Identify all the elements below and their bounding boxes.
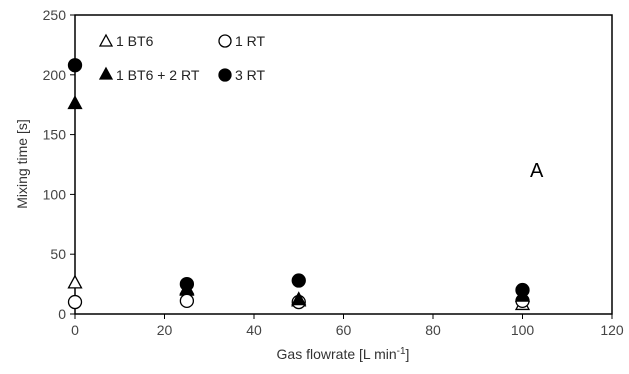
y-tick-label: 50	[50, 246, 66, 262]
x-tick-label: 60	[336, 322, 352, 338]
panel-annotation: A	[530, 160, 544, 182]
x-tick-label: 100	[511, 322, 535, 338]
data-point-1-bt6	[67, 274, 83, 289]
data-point-1-bt6-2-rt	[291, 291, 307, 306]
legend-marker-1-bt6	[98, 33, 114, 47]
y-tick-label: 0	[58, 306, 66, 322]
x-tick-label: 120	[600, 322, 624, 338]
x-axis-ticks: 0 20 40 60 80 100 120	[71, 314, 624, 338]
legend-label-1-rt: 1 RT	[235, 33, 266, 49]
legend-marker-1-bt6-2-rt	[98, 66, 114, 80]
plot-area	[74, 14, 613, 315]
legend-label-1-bt6-2-rt: 1 BT6 + 2 RT	[116, 67, 200, 83]
legend-marker-1-rt	[218, 34, 232, 48]
legend-marker-3-rt	[218, 68, 232, 82]
y-tick-label: 250	[43, 7, 67, 23]
y-tick-label: 100	[43, 186, 67, 202]
x-axis-title-superscript: -1	[397, 346, 406, 357]
data-point-3-rt	[291, 273, 306, 288]
legend-label-3-rt: 3 RT	[235, 67, 266, 83]
x-axis-title-main: Gas flowrate [L min	[277, 346, 397, 362]
data-point-3-rt	[179, 276, 195, 292]
x-tick-label: 80	[425, 322, 441, 338]
x-axis-title: Gas flowrate [L min-1]	[277, 346, 410, 362]
x-axis-title-end: ]	[406, 346, 410, 362]
y-axis-title: Mixing time [s]	[14, 119, 30, 208]
y-axis-ticks: 0 50 100 150 200 250	[43, 7, 75, 322]
x-tick-label: 40	[246, 322, 262, 338]
data-point-1-bt6-2-rt	[67, 95, 83, 110]
y-tick-label: 150	[43, 127, 67, 143]
legend: 1 BT6 1 RT 1 BT6 + 2 RT 3 RT	[98, 33, 266, 83]
x-tick-label: 20	[157, 322, 173, 338]
data-point-1-rt	[67, 294, 83, 310]
data-point-1-rt	[179, 293, 195, 308]
data-point-3-rt	[515, 282, 530, 298]
legend-item-1-bt6: 1 BT6	[98, 33, 154, 49]
y-tick-label: 200	[43, 67, 67, 83]
data-point-3-rt	[67, 58, 83, 73]
legend-item-3-rt: 3 RT	[218, 67, 266, 83]
legend-label-1-bt6: 1 BT6	[116, 33, 154, 49]
legend-item-1-bt6-2-rt: 1 BT6 + 2 RT	[98, 66, 200, 83]
x-tick-label: 0	[71, 322, 79, 338]
legend-item-1-rt: 1 RT	[218, 33, 266, 49]
data-points	[67, 58, 531, 311]
